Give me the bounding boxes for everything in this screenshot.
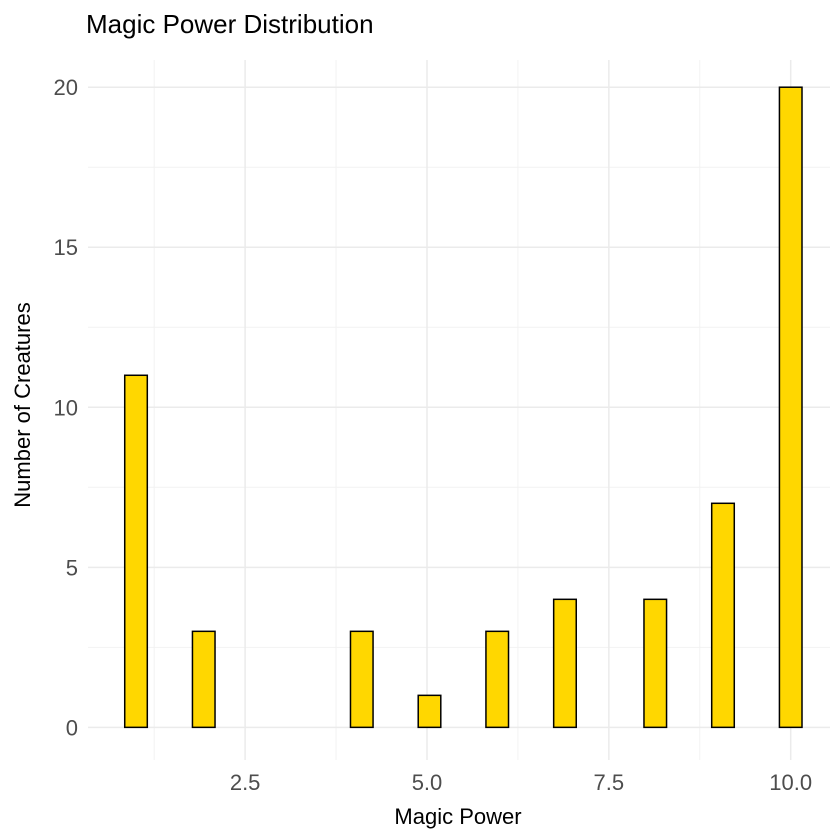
bars	[123, 86, 803, 729]
y-axis-label: Number of Creatures	[10, 302, 35, 507]
histogram-bar	[191, 630, 216, 729]
chart-title: Magic Power Distribution	[86, 9, 374, 39]
y-tick-label: 0	[66, 715, 78, 740]
histogram-bar	[710, 502, 736, 729]
x-tick-label: 10.0	[769, 770, 812, 795]
y-axis-ticks: 0 5 10 15 20	[54, 75, 78, 740]
y-tick-label: 15	[54, 235, 78, 260]
x-axis-ticks: 2.5 5.0 7.5 10.0	[230, 770, 812, 795]
histogram-bar	[417, 694, 442, 729]
y-tick-label: 20	[54, 75, 78, 100]
x-axis-label: Magic Power	[394, 804, 521, 829]
histogram-bar	[123, 374, 149, 729]
histogram-bar	[778, 86, 803, 729]
y-tick-label: 5	[66, 555, 78, 580]
histogram-bar	[643, 598, 668, 729]
x-tick-label: 2.5	[230, 770, 261, 795]
x-tick-label: 5.0	[412, 770, 443, 795]
histogram-bar	[485, 630, 510, 729]
histogram-bar	[349, 630, 374, 729]
y-tick-label: 10	[54, 395, 78, 420]
x-tick-label: 7.5	[594, 770, 625, 795]
histogram-bar	[552, 598, 577, 729]
